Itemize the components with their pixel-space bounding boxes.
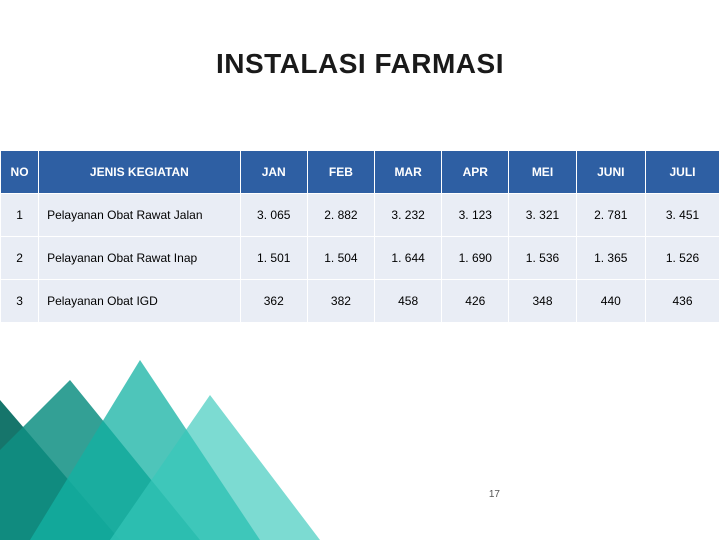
table-row: 2 Pelayanan Obat Rawat Inap 1. 501 1. 50…	[1, 237, 720, 280]
cell-no: 1	[1, 194, 39, 237]
cell-value: 2. 882	[307, 194, 374, 237]
cell-value: 440	[576, 280, 645, 323]
col-kegiatan: JENIS KEGIATAN	[39, 151, 241, 194]
cell-kegiatan: Pelayanan Obat Rawat Jalan	[39, 194, 241, 237]
cell-value: 362	[240, 280, 307, 323]
col-mei: MEI	[509, 151, 576, 194]
col-mar: MAR	[375, 151, 442, 194]
cell-no: 2	[1, 237, 39, 280]
cell-value: 3. 232	[375, 194, 442, 237]
table-header-row: NO JENIS KEGIATAN JAN FEB MAR APR MEI JU…	[1, 151, 720, 194]
table-row: 1 Pelayanan Obat Rawat Jalan 3. 065 2. 8…	[1, 194, 720, 237]
cell-value: 1. 644	[375, 237, 442, 280]
cell-kegiatan: Pelayanan Obat IGD	[39, 280, 241, 323]
cell-value: 2. 781	[576, 194, 645, 237]
slide: INSTALASI FARMASI NO JENIS KEGIATAN JAN …	[0, 0, 720, 540]
cell-value: 348	[509, 280, 576, 323]
cell-no: 3	[1, 280, 39, 323]
cell-value: 436	[646, 280, 720, 323]
cell-value: 1. 536	[509, 237, 576, 280]
cell-value: 458	[375, 280, 442, 323]
cell-kegiatan: Pelayanan Obat Rawat Inap	[39, 237, 241, 280]
cell-value: 1. 365	[576, 237, 645, 280]
cell-value: 1. 526	[646, 237, 720, 280]
col-no: NO	[1, 151, 39, 194]
col-juni: JUNI	[576, 151, 645, 194]
corner-decoration	[0, 340, 320, 540]
page-title: INSTALASI FARMASI	[0, 48, 720, 80]
page-number: 17	[489, 489, 500, 500]
cell-value: 3. 065	[240, 194, 307, 237]
data-table-wrap: NO JENIS KEGIATAN JAN FEB MAR APR MEI JU…	[0, 150, 720, 323]
col-juli: JULI	[646, 151, 720, 194]
cell-value: 1. 501	[240, 237, 307, 280]
data-table: NO JENIS KEGIATAN JAN FEB MAR APR MEI JU…	[0, 150, 720, 323]
col-feb: FEB	[307, 151, 374, 194]
cell-value: 382	[307, 280, 374, 323]
cell-value: 3. 123	[442, 194, 509, 237]
cell-value: 1. 690	[442, 237, 509, 280]
cell-value: 3. 321	[509, 194, 576, 237]
cell-value: 3. 451	[646, 194, 720, 237]
col-apr: APR	[442, 151, 509, 194]
table-row: 3 Pelayanan Obat IGD 362 382 458 426 348…	[1, 280, 720, 323]
col-jan: JAN	[240, 151, 307, 194]
cell-value: 426	[442, 280, 509, 323]
cell-value: 1. 504	[307, 237, 374, 280]
